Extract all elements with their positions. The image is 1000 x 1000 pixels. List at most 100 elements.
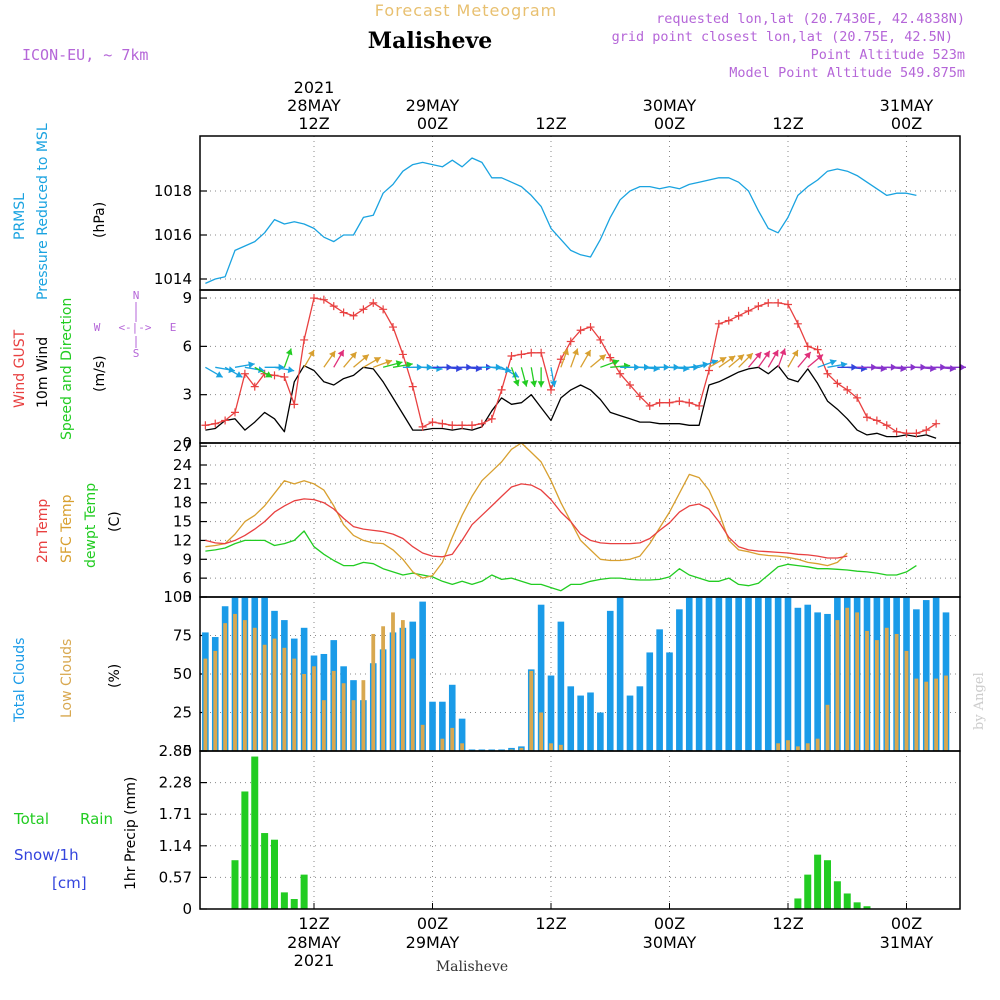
wind-direction-arrow [530, 367, 538, 388]
arrow-head [746, 353, 753, 360]
credit-watermark: by Angel [972, 672, 987, 730]
gust-marker [724, 316, 733, 325]
compass-rose: N S W E <-|-> [94, 289, 177, 360]
total-cloud-bar [606, 610, 614, 751]
total-cloud-bar [824, 613, 831, 751]
top-year-label: 2021 [294, 78, 335, 97]
y-tick-label: 1018 [154, 182, 192, 200]
arrow-head [829, 359, 837, 366]
arrow-head [235, 371, 243, 378]
arrow-head [285, 348, 293, 356]
arrow-head [683, 365, 690, 373]
total-cloud-bar [932, 597, 940, 751]
gust-marker [596, 335, 605, 344]
temp-2m-line [205, 483, 848, 559]
arrow-head [728, 355, 736, 363]
gust-marker [408, 382, 417, 391]
wind-direction-arrow [797, 351, 812, 368]
low-cloud-bar [805, 743, 810, 751]
gust-marker [813, 345, 822, 354]
wind-direction-arrow [224, 366, 243, 378]
temp-sfc-label: SFC Temp [59, 494, 75, 563]
model-label: ICON-EU, ~ 7km [22, 46, 148, 64]
total-cloud-bar [537, 604, 545, 751]
wind-direction-arrow [274, 366, 295, 374]
y-tick-label: 1.14 [159, 837, 192, 855]
top-date-label: 31MAY [880, 96, 934, 115]
wind-direction-arrow [827, 361, 848, 369]
arrow-head [456, 365, 463, 373]
bottom-hour-label: 00Z [654, 914, 685, 933]
rain-bar [804, 874, 812, 909]
point-altitude: Point Altitude 523m [811, 47, 965, 63]
wind-direction-arrow [373, 359, 393, 368]
gust-marker [774, 298, 783, 307]
arrow-head [495, 363, 502, 371]
arrow-head [406, 361, 413, 369]
gust-marker [468, 421, 476, 430]
total-cloud-bar [636, 686, 644, 751]
top-date-label: 30MAY [643, 96, 697, 115]
arrow-head [653, 365, 660, 373]
total-cloud-bar [774, 597, 782, 751]
bottom-hour-label: 00Z [891, 914, 922, 933]
arrow-head [395, 360, 403, 368]
wind-direction-arrow [510, 367, 520, 387]
low-cloud-bar [450, 727, 455, 751]
low-cloud-bar [795, 746, 800, 751]
low-cloud-bar [292, 658, 297, 751]
gust-marker [626, 381, 634, 390]
gust-marker [872, 416, 881, 425]
temp-2m-label: 2m Temp [35, 499, 51, 563]
gust-marker [201, 421, 210, 430]
rain-bar [271, 839, 278, 909]
low-cloud-bar [381, 626, 386, 751]
total-cloud-bar [814, 612, 821, 751]
low-cloud-bar [549, 743, 553, 751]
wind-direction-arrow [708, 356, 727, 368]
y-tick-label: 1016 [154, 226, 192, 244]
gust-marker [606, 353, 615, 362]
arrow-head [960, 363, 966, 371]
low-cloud-bar [341, 683, 346, 751]
top-hour-label: 12Z [298, 114, 329, 133]
wind-panel: 0 3 6 9 [182, 289, 966, 452]
y-tick-label: 9 [182, 289, 192, 307]
gust-marker [744, 306, 753, 315]
arrow-head [763, 350, 770, 358]
total-cloud-bar [705, 597, 713, 751]
compass-east: E [170, 321, 177, 334]
gust-marker [527, 348, 536, 357]
rain-bar [824, 860, 831, 909]
arrow-head [521, 379, 529, 387]
total-cloud-bar [587, 692, 594, 751]
gust-marker [339, 308, 348, 317]
y-tick-label: 1.71 [159, 805, 192, 823]
wind-direction-arrow [728, 353, 745, 368]
total-cloud-bar [685, 597, 693, 751]
arrow-head [349, 351, 357, 359]
gust-marker [705, 366, 713, 375]
y-tick-label: 6 [182, 337, 192, 355]
total-cloud-bar [478, 749, 486, 751]
arrow-head [572, 348, 579, 356]
arrow-head [511, 371, 519, 378]
low-cloud-bar [282, 647, 287, 751]
gust-marker [892, 427, 901, 436]
arrow-head [772, 349, 779, 357]
wind-direction-arrow [817, 359, 837, 368]
wind-direction-arrow [847, 365, 868, 373]
wind-direction-arrow [570, 348, 579, 368]
gust-marker [833, 379, 842, 388]
gust-marker [645, 401, 654, 410]
total-cloud-bar [547, 675, 555, 751]
rain-bar [231, 860, 239, 909]
y-tick-label: 100 [163, 588, 192, 606]
wind-direction-arrow [916, 365, 937, 373]
gust-marker [349, 311, 358, 320]
compass-north: N [133, 289, 140, 302]
gust-marker [319, 295, 328, 304]
total-cloud-bar [715, 597, 723, 751]
wind-direction-arrow [333, 349, 345, 368]
